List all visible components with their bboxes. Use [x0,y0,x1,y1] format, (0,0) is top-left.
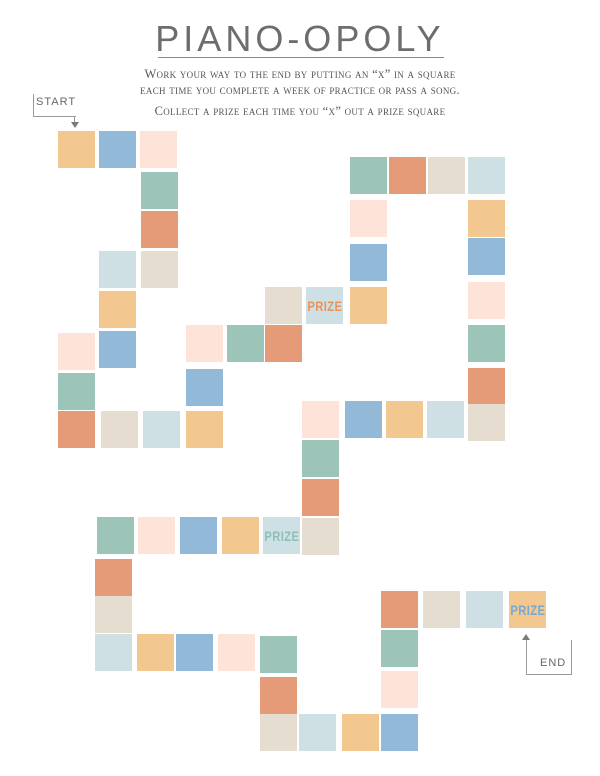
prize-square-1[interactable]: PRIZE [306,287,343,324]
end-label: END [540,657,567,669]
board-square[interactable] [180,517,217,554]
board-square[interactable] [381,591,418,628]
board-square[interactable] [350,287,387,324]
board-square[interactable] [186,369,223,406]
board-square[interactable] [222,517,259,554]
board-square[interactable] [99,291,136,328]
board-square[interactable] [99,331,136,368]
board-square[interactable] [101,411,138,448]
board-square[interactable] [58,373,95,410]
board-square[interactable] [381,671,418,708]
board-square[interactable] [299,714,336,751]
board-square[interactable] [141,251,178,288]
board-square[interactable] [345,401,382,438]
board-square[interactable] [58,333,95,370]
board-square[interactable] [381,714,418,751]
board-square[interactable] [428,157,465,194]
board-square[interactable] [140,131,177,168]
end-arrow-icon [522,634,530,640]
prize-square-2[interactable]: PRIZE [263,517,300,554]
board-square[interactable] [468,325,505,362]
instruction-line-1: Work your way to the end by putting an “… [144,67,456,81]
prize-label: PRIZE [510,601,546,618]
board-square[interactable] [141,172,178,209]
board-square[interactable] [386,401,423,438]
board-square[interactable] [95,559,132,596]
board-square[interactable] [218,634,255,671]
board-square[interactable] [99,131,136,168]
board-square[interactable] [427,401,464,438]
board-square[interactable] [302,518,339,555]
board-square[interactable] [468,157,505,194]
board-square[interactable] [58,131,95,168]
board-square[interactable] [350,244,387,281]
board-square[interactable] [260,636,297,673]
board-square[interactable] [186,325,223,362]
board-square[interactable] [95,596,132,633]
board-square[interactable] [350,200,387,237]
prize-square-3[interactable]: PRIZE [509,591,546,628]
board-square[interactable] [468,200,505,237]
board-square[interactable] [227,325,264,362]
page-title: PIANO-OPOLY [155,18,445,59]
end-connector [526,640,572,675]
board-square[interactable] [468,404,505,441]
start-connector [33,94,76,117]
board-square[interactable] [265,325,302,362]
board-square[interactable] [468,368,505,405]
board-square[interactable] [381,630,418,667]
board-square[interactable] [58,411,95,448]
prize-label: PRIZE [307,297,343,314]
board-square[interactable] [99,251,136,288]
board-square[interactable] [176,634,213,671]
board-square[interactable] [302,401,339,438]
board-square[interactable] [186,411,223,448]
board-square[interactable] [260,714,297,751]
board-square[interactable] [95,634,132,671]
instruction-line-2: each time you complete a week of practic… [140,83,460,97]
start-label: START [36,96,77,108]
prize-label: PRIZE [264,527,300,544]
title-underline [158,57,444,58]
board-square[interactable] [97,517,134,554]
board-square[interactable] [143,411,180,448]
instruction-line-3: Collect a prize each time you “x” out a … [154,104,446,118]
board-square[interactable] [423,591,460,628]
board-square[interactable] [468,282,505,319]
board-square[interactable] [137,634,174,671]
board-square[interactable] [265,287,302,324]
board-square[interactable] [466,591,503,628]
board-square[interactable] [468,238,505,275]
board-square[interactable] [302,440,339,477]
board-square[interactable] [260,677,297,714]
start-connector-drop [74,116,75,124]
board-square[interactable] [389,157,426,194]
start-arrow-icon [71,122,79,128]
board-square[interactable] [350,157,387,194]
board-square[interactable] [302,479,339,516]
board-square[interactable] [138,517,175,554]
board-square[interactable] [141,211,178,248]
board-square[interactable] [342,714,379,751]
